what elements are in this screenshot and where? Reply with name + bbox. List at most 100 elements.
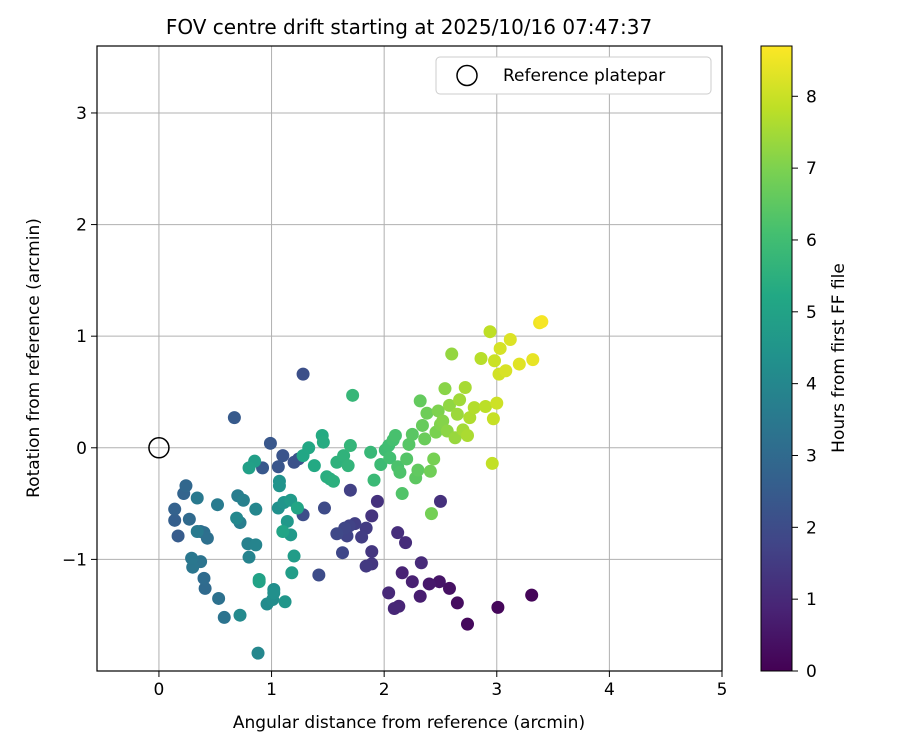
data-point — [438, 382, 452, 396]
data-point — [276, 449, 290, 463]
x-tick-label: 3 — [491, 680, 502, 700]
data-point — [227, 411, 241, 425]
data-point — [393, 465, 407, 479]
data-point — [276, 524, 290, 538]
data-point — [420, 406, 434, 420]
y-tick-label: 0 — [76, 439, 87, 459]
data-point — [387, 602, 401, 615]
data-point — [217, 610, 231, 624]
data-point — [374, 458, 388, 472]
data-point — [212, 591, 226, 605]
data-point — [249, 538, 263, 552]
data-point — [370, 494, 384, 508]
data-point — [491, 600, 505, 614]
x-axis-label: Angular distance from reference (arcmin) — [233, 713, 585, 733]
data-point — [383, 451, 397, 465]
data-point — [302, 441, 316, 455]
data-point — [493, 341, 507, 355]
colorbar-gradient — [760, 45, 793, 672]
data-point — [400, 452, 414, 466]
legend: Reference platepar — [435, 56, 712, 95]
data-point — [249, 502, 263, 516]
data-point — [190, 491, 204, 505]
data-point — [488, 354, 502, 368]
data-point — [185, 551, 199, 565]
data-point — [460, 429, 474, 443]
x-axis-ticks: 0 1 2 3 4 5 — [154, 671, 727, 700]
colorbar-tick-label: 5 — [806, 303, 817, 323]
data-point — [326, 474, 340, 488]
x-tick-label: 2 — [379, 680, 390, 700]
data-point — [467, 401, 481, 415]
data-point — [312, 568, 326, 582]
data-point — [343, 439, 357, 453]
data-point — [285, 566, 299, 580]
data-point — [503, 333, 517, 347]
colorbar-ticks: 0 1 2 3 4 5 6 7 8 — [792, 87, 817, 682]
data-point — [395, 487, 409, 501]
data-point — [460, 617, 474, 631]
data-point — [413, 394, 427, 408]
data-point — [242, 550, 256, 564]
data-point — [359, 559, 373, 573]
data-point — [171, 529, 185, 543]
data-point — [399, 536, 413, 550]
colorbar-tick-label: 6 — [806, 231, 817, 251]
data-point — [230, 511, 244, 525]
data-point — [391, 526, 405, 540]
data-point — [233, 608, 247, 622]
data-point — [414, 556, 428, 570]
y-tick-label: 2 — [76, 216, 87, 236]
data-point — [450, 596, 464, 610]
data-point — [341, 459, 355, 473]
data-point — [388, 429, 402, 443]
data-point — [415, 418, 429, 432]
data-point — [411, 463, 425, 477]
data-point — [355, 530, 369, 544]
data-point — [190, 524, 204, 538]
data-point — [448, 431, 462, 445]
data-point — [252, 575, 266, 589]
legend-label-reference: Reference platepar — [503, 66, 665, 86]
data-point — [432, 575, 446, 589]
data-point — [405, 575, 419, 589]
y-tick-label: −1 — [62, 550, 87, 570]
data-point — [463, 411, 477, 425]
x-tick-label: 4 — [604, 680, 615, 700]
data-point — [290, 501, 304, 515]
data-point — [287, 455, 301, 469]
data-point — [236, 493, 250, 507]
data-point — [423, 464, 437, 478]
data-point — [200, 531, 214, 545]
data-point — [267, 586, 281, 600]
grid-lines — [97, 46, 723, 671]
data-point — [453, 393, 467, 407]
data-point — [168, 513, 182, 527]
data-point — [405, 427, 419, 441]
data-point — [197, 571, 211, 585]
data-point — [343, 483, 357, 497]
plot-frame — [96, 45, 723, 672]
data-point — [251, 646, 265, 660]
data-point — [413, 589, 427, 603]
colorbar-tick-label: 1 — [806, 590, 817, 610]
data-points — [168, 315, 549, 660]
x-tick-label: 0 — [154, 680, 165, 700]
data-point — [424, 507, 438, 521]
data-point — [365, 509, 379, 523]
data-point — [287, 549, 301, 563]
chart-title: FOV centre drift starting at 2025/10/16 … — [166, 15, 652, 39]
data-point — [418, 432, 432, 446]
legend-box — [435, 56, 712, 95]
data-point — [337, 449, 351, 463]
colorbar-label: Hours from first FF file — [829, 263, 849, 453]
data-point — [278, 595, 292, 609]
data-point — [307, 459, 321, 473]
data-point — [364, 445, 378, 459]
data-point — [535, 315, 549, 329]
data-point — [427, 452, 441, 466]
data-point — [296, 367, 310, 381]
data-point — [272, 479, 286, 493]
data-point — [422, 577, 436, 591]
